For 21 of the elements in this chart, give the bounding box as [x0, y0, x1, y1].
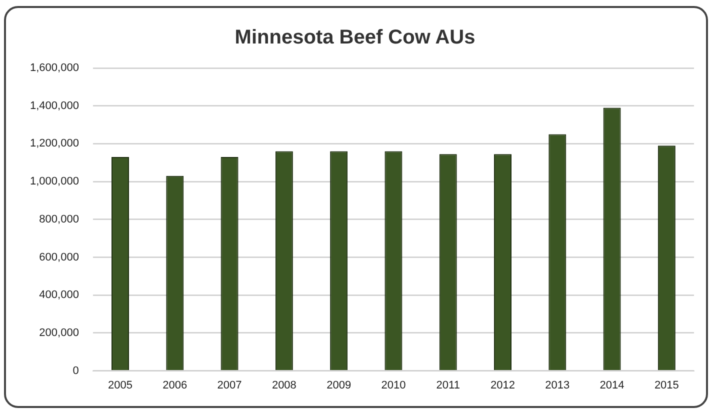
x-tick-label: 2010 — [381, 379, 406, 392]
x-tick-label: 2005 — [108, 379, 132, 392]
x-tick-label: 2009 — [326, 379, 352, 392]
x-tick-label: 2008 — [272, 379, 296, 392]
x-tick-label: 2007 — [217, 379, 242, 392]
y-tick-label: 600,000 — [39, 251, 79, 264]
y-tick-label: 400,000 — [39, 289, 79, 302]
x-tick-label: 2006 — [162, 379, 188, 392]
y-tick-label: 800,000 — [39, 213, 79, 226]
x-tick-label: 2013 — [545, 379, 570, 392]
y-tick-label: 1,400,000 — [30, 100, 79, 112]
y-tick-label: 1,600,000 — [30, 62, 79, 74]
x-tick-label: 2014 — [600, 379, 624, 392]
x-tick-label: 2015 — [654, 379, 679, 392]
chart-title: Minnesota Beef Cow AUs — [234, 26, 476, 49]
x-tick-label: 2011 — [436, 379, 460, 392]
y-tick-label: 0 — [72, 364, 79, 377]
y-tick-label: 1,000,000 — [30, 176, 79, 188]
x-tick-label: 2012 — [490, 379, 515, 392]
y-tick-label: 200,000 — [39, 326, 79, 339]
y-tick-label: 1,200,000 — [30, 138, 79, 150]
